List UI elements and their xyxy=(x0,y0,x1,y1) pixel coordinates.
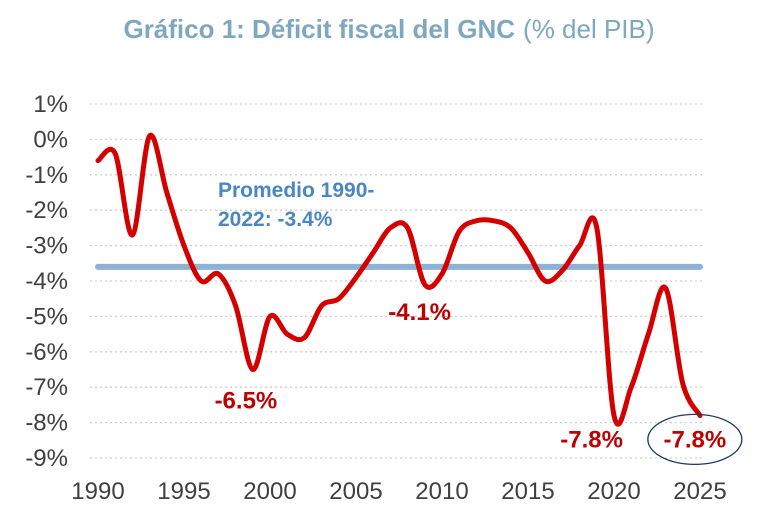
data-point xyxy=(302,336,306,340)
data-point xyxy=(285,332,289,336)
data-point xyxy=(354,275,358,279)
data-point xyxy=(199,279,203,283)
data-point xyxy=(165,191,169,195)
data-point xyxy=(492,219,496,223)
average-label-line2: 2022: -3.4% xyxy=(218,208,333,231)
data-point xyxy=(251,368,255,372)
data-point xyxy=(543,279,547,283)
data-point xyxy=(681,382,685,386)
data-point xyxy=(148,134,152,138)
y-tick-label: -9% xyxy=(25,445,68,472)
data-label: -4.1% xyxy=(388,299,451,326)
data-point xyxy=(474,219,478,223)
x-axis-ticks: 1990 1995 2000 2005 2010 2015 2020 2025 xyxy=(71,478,726,505)
data-label: -6.5% xyxy=(215,387,278,414)
data-point xyxy=(268,314,272,318)
data-point xyxy=(440,272,444,276)
average-label-line1: Promedio 1990- xyxy=(218,179,374,202)
y-tick-label: -4% xyxy=(25,268,68,295)
x-tick-label: 2005 xyxy=(329,478,382,505)
chart-title-main: Gráfico 1: Déficit fiscal del GNC xyxy=(123,14,515,44)
data-point xyxy=(406,226,410,230)
data-point xyxy=(388,226,392,230)
x-tick-label: 1990 xyxy=(71,478,124,505)
y-tick-label: 1% xyxy=(33,91,68,118)
data-point xyxy=(113,152,117,156)
data-point xyxy=(337,297,341,301)
data-point xyxy=(234,304,238,308)
data-point xyxy=(130,233,134,237)
x-tick-label: 2010 xyxy=(415,478,468,505)
data-point xyxy=(629,385,633,389)
y-tick-label: -2% xyxy=(25,197,68,224)
data-point xyxy=(612,414,616,418)
data-point xyxy=(182,244,186,248)
data-point xyxy=(371,251,375,255)
y-tick-label: -6% xyxy=(25,339,68,366)
data-point xyxy=(526,251,530,255)
x-tick-label: 2020 xyxy=(587,478,640,505)
data-label: -7.8% xyxy=(560,426,623,453)
y-tick-label: -8% xyxy=(25,410,68,437)
data-point xyxy=(664,286,668,290)
x-tick-label: 2015 xyxy=(501,478,554,505)
x-tick-label: 2025 xyxy=(673,478,726,505)
y-tick-label: 0% xyxy=(33,126,68,153)
data-point xyxy=(578,244,582,248)
data-label: -7.8% xyxy=(663,426,726,453)
data-point xyxy=(423,283,427,287)
y-axis-ticks: 1% 0% -1% -2% -3% -4% -5% -6% -7% -8% -9% xyxy=(25,91,68,472)
chart-title-units: (% del PIB) xyxy=(523,14,655,44)
y-tick-label: -5% xyxy=(25,303,68,330)
annotations: -6.5% -4.1% -7.8% -7.8% xyxy=(215,299,743,466)
data-point xyxy=(509,226,513,230)
y-tick-label: -1% xyxy=(25,162,68,189)
x-tick-label: 1995 xyxy=(157,478,210,505)
data-point xyxy=(595,226,599,230)
data-point xyxy=(216,272,220,276)
y-tick-label: -3% xyxy=(25,233,68,260)
data-point xyxy=(320,304,324,308)
x-tick-label: 2000 xyxy=(243,478,296,505)
y-tick-label: -7% xyxy=(25,374,68,401)
data-point xyxy=(646,332,650,336)
data-point xyxy=(457,229,461,233)
data-point xyxy=(560,268,564,272)
chart-title: Gráfico 1: Déficit fiscal del GNC (% del … xyxy=(123,14,654,44)
deficit-line xyxy=(95,132,703,427)
highlight-circle xyxy=(647,413,743,466)
data-point xyxy=(96,159,100,163)
